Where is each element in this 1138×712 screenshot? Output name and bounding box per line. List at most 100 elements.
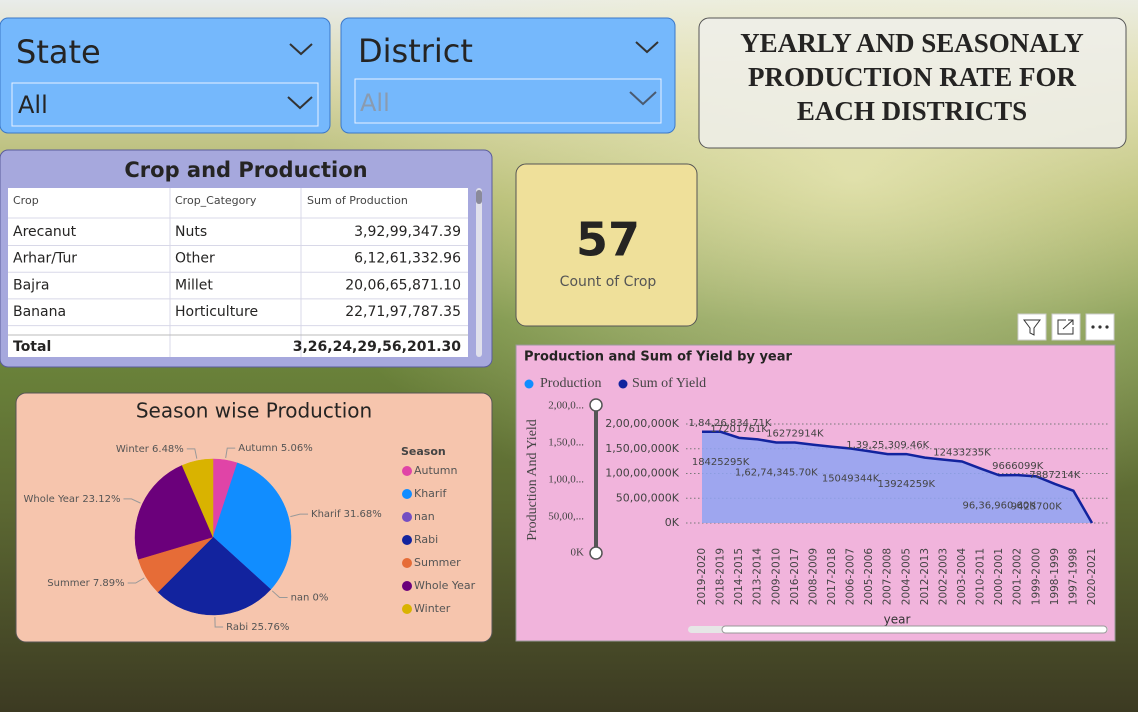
x-tick-label: 2001-2002: [1012, 548, 1024, 605]
x-tick-label: 2020-2021: [1086, 548, 1098, 605]
table-cell: Bajra: [13, 277, 49, 293]
legend-label: Autumn: [414, 464, 457, 477]
chevron: [287, 96, 313, 110]
data-label: 1,39,25,309.46K: [846, 440, 929, 451]
zoom-slider-label: 1,00,0...: [548, 474, 584, 486]
title-box: [698, 17, 1127, 149]
table-cell: Banana: [13, 304, 66, 320]
x-tick-label: 2004-2005: [900, 548, 912, 605]
focus-icon: [1057, 319, 1074, 335]
slice-label: nan 0%: [291, 593, 329, 604]
zoom-handle[interactable]: [589, 546, 603, 560]
leader-line: [271, 590, 288, 599]
legend-title: Season: [401, 445, 446, 458]
pie-slice: [134, 465, 214, 560]
x-tick-label: 2016-2017: [789, 548, 801, 605]
table-cell: 3,92,99,347.39: [354, 224, 461, 240]
data-label: 12433235K: [933, 447, 991, 458]
table-cell: 22,71,97,787.35: [345, 304, 461, 320]
leader-line: [186, 448, 198, 459]
slice-label: Kharif 31.68%: [311, 509, 382, 520]
slicer-value[interactable]: All: [360, 89, 390, 117]
x-tick-label: 2019-2020: [696, 548, 708, 605]
x-tick-label: 2017-2018: [826, 548, 838, 605]
x-tick-label: 1997-1998: [1067, 548, 1079, 605]
slice-label: Autumn 5.06%: [238, 443, 312, 454]
legend-marker: [524, 379, 534, 389]
card-panel: [515, 163, 698, 327]
data-label: 15049344K: [822, 474, 880, 485]
x-axis-title: year: [884, 613, 911, 627]
x-tick-label: 2010-2011: [975, 548, 987, 605]
x-tick-label: 2012-2013: [919, 548, 931, 605]
area-line: [701, 430, 1094, 524]
scrollbar-thumb[interactable]: [476, 190, 482, 204]
title-line: YEARLY AND SEASONALY: [740, 28, 1084, 58]
title-text: YEARLY AND SEASONALY PRODUCTION RATE FOR…: [740, 28, 1084, 126]
leader-line: [127, 577, 145, 584]
x-tick-label: 2008-2009: [807, 548, 819, 605]
x-tick-label: 2002-2003: [937, 548, 949, 605]
pie-slice: [212, 462, 292, 590]
legend-label: Production: [540, 376, 601, 391]
x-tick-label: 2005-2006: [863, 548, 875, 606]
x-tick-label: 2014-2015: [733, 548, 745, 605]
area-fill: [702, 431, 1092, 523]
slicer-label: District: [358, 32, 473, 70]
pie-title: Season wise Production: [136, 399, 372, 423]
focus-button[interactable]: [1051, 313, 1081, 341]
area-chart: 0K 50,00,000K 1,00,00,000K 1,50,00,000K 2,00…: [524, 376, 1108, 606]
legend-label: nan: [414, 510, 435, 523]
slicer-label: State: [16, 33, 101, 71]
x-tick-label: 2007-2008: [882, 548, 894, 605]
chevron: [289, 43, 313, 56]
data-label: 1,62,74,345.70K: [735, 467, 818, 478]
area-title: Production and Sum of Yield by year: [524, 350, 793, 365]
filter-button[interactable]: [1017, 313, 1047, 341]
total-value: 3,26,24,29,56,201.30: [293, 339, 462, 355]
table-cell: Arecanut: [13, 224, 77, 240]
card-label: Count of Crop: [560, 274, 657, 290]
leader-line: [225, 447, 236, 459]
legend-label: Whole Year: [414, 579, 476, 592]
legend-marker: [402, 604, 412, 614]
total-label: Total: [13, 339, 51, 355]
table-cell: Arhar/Tur: [13, 251, 77, 267]
data-label: 96,36,960.60K: [962, 500, 1036, 511]
table-cell: 20,06,65,871.10: [345, 277, 461, 293]
table-cell: Nuts: [175, 224, 207, 240]
title-line: PRODUCTION RATE FOR: [748, 62, 1077, 92]
data-label: 16272914K: [766, 428, 824, 439]
chevron: [629, 91, 657, 106]
data-label: 7887214K: [1029, 470, 1081, 481]
x-tick-label: 2018-2019: [715, 548, 727, 605]
pie-slice: [157, 536, 272, 616]
pie-chart: Autumn 5.06% Autumn Kharif 31.68% Kharif nan…: [24, 443, 476, 633]
zoom-slider-label: 0K: [571, 547, 585, 559]
x-tick-label: 2003-2004: [956, 548, 968, 606]
slicer-dropdown[interactable]: [354, 78, 662, 124]
legend-marker: [618, 379, 628, 389]
legend-label: Kharif: [414, 487, 448, 500]
data-label: 17201761K: [710, 424, 768, 435]
legend-marker: [402, 512, 412, 522]
x-tick-label: 2013-2014: [752, 548, 764, 606]
slicer-value[interactable]: All: [18, 91, 48, 119]
data-label: 13924259K: [878, 479, 936, 490]
y-tick-label: 2,00,00,000K: [605, 417, 679, 430]
column-header: Crop_Category: [175, 194, 257, 207]
y-tick-label: 1,00,00,000K: [605, 467, 679, 480]
x-scrollbar-thumb[interactable]: [721, 625, 1108, 634]
zoom-handle[interactable]: [589, 398, 603, 412]
x-tick-label: 1999-2000: [1030, 548, 1042, 605]
slicer-dropdown[interactable]: [11, 82, 319, 127]
scrollbar-track[interactable]: [476, 188, 482, 357]
card-value: 57: [576, 213, 640, 267]
legend-marker: [402, 489, 412, 499]
pie-slice: [181, 458, 214, 538]
legend-label: Rabi: [414, 533, 438, 546]
x-tick-label: 2000-2001: [993, 548, 1005, 605]
y-tick-label: 0K: [665, 516, 680, 529]
